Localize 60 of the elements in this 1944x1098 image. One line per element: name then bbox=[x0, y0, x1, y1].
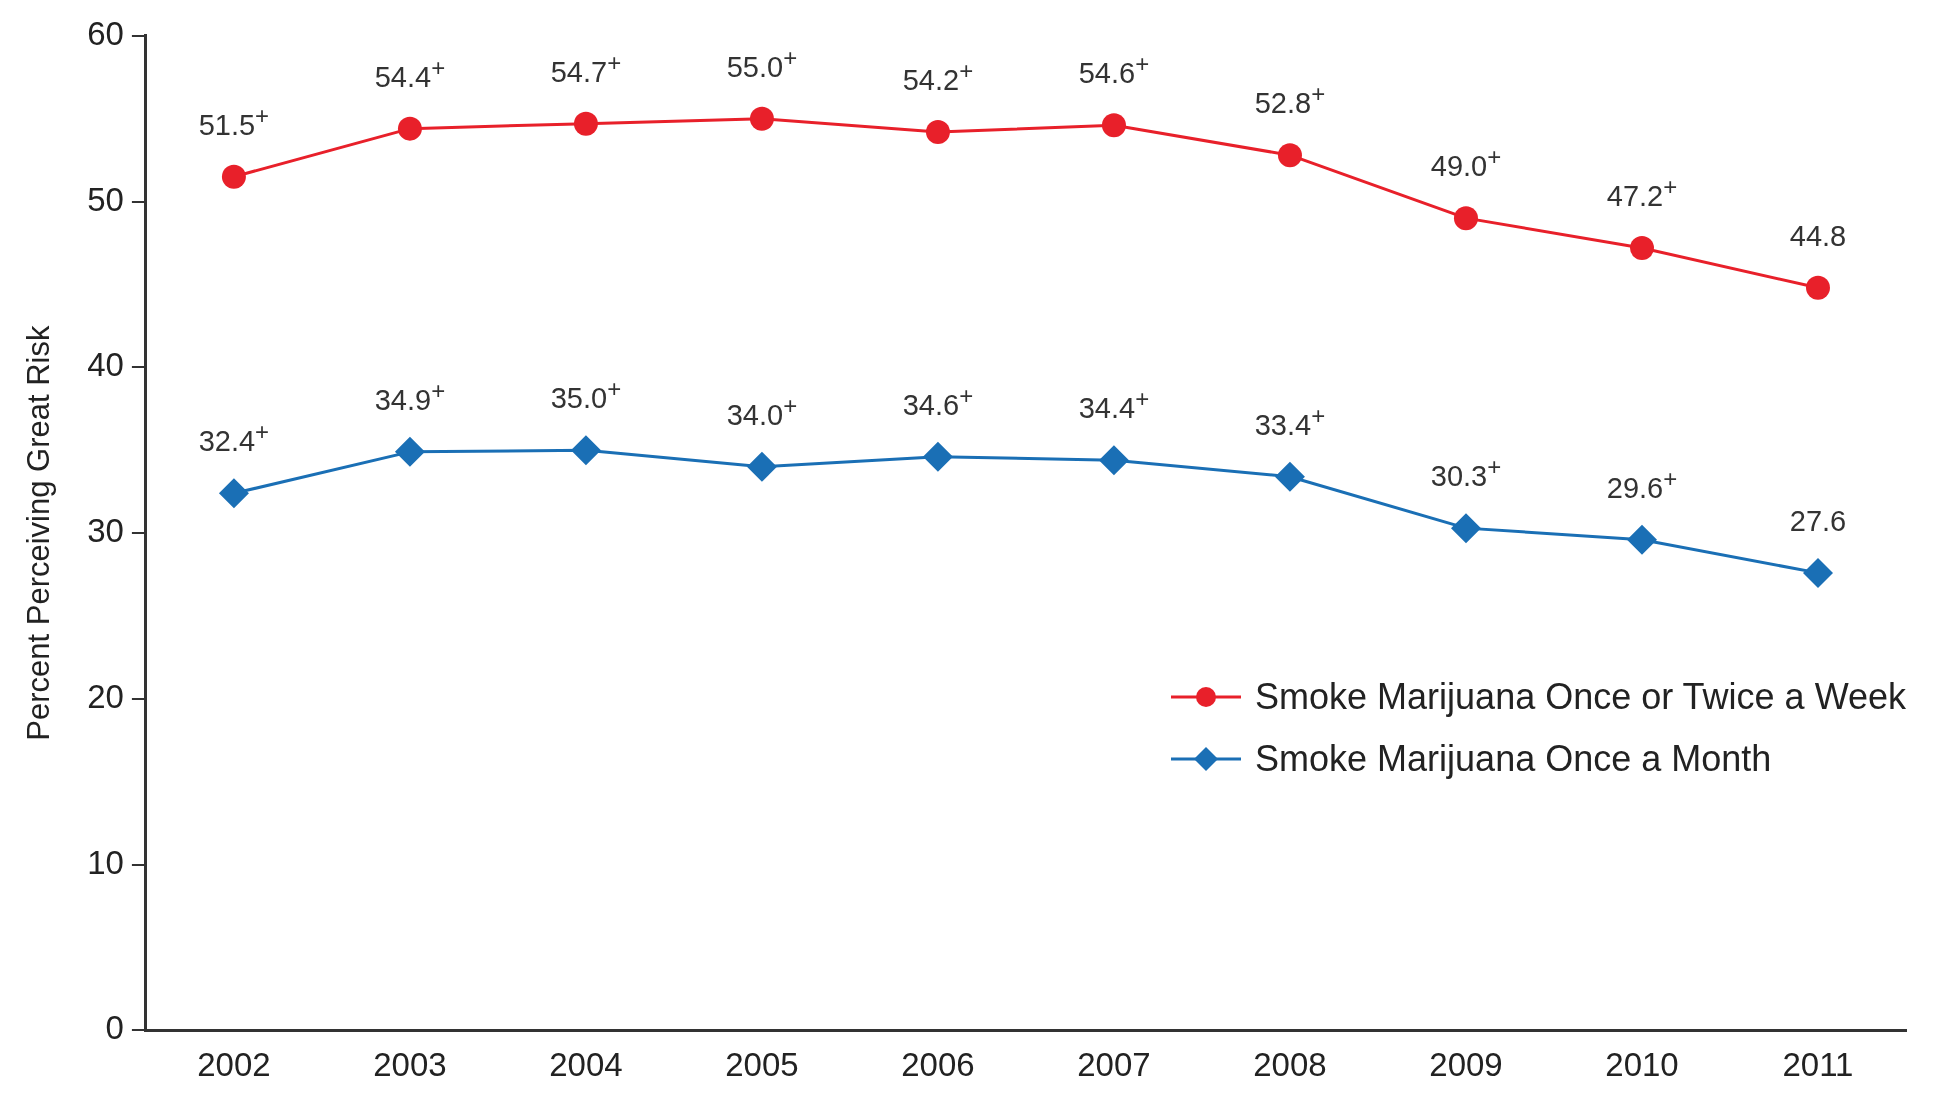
point bbox=[573, 111, 598, 136]
point bbox=[1101, 113, 1126, 138]
data-label: 30.3+ bbox=[1430, 453, 1502, 493]
point bbox=[1805, 275, 1830, 300]
data-label: 52.8+ bbox=[1254, 80, 1326, 120]
x-tick-label: 2007 bbox=[1077, 1046, 1151, 1084]
data-label: 34.4+ bbox=[1078, 385, 1150, 425]
x-tick-label: 2003 bbox=[373, 1046, 447, 1084]
data-label: 32.4+ bbox=[198, 418, 270, 458]
x-tick-label: 2004 bbox=[549, 1046, 623, 1084]
point bbox=[394, 436, 425, 467]
point bbox=[749, 106, 774, 131]
point bbox=[1453, 206, 1478, 231]
data-label: 35.0+ bbox=[550, 375, 622, 415]
y-tick-label: 40 bbox=[87, 346, 124, 384]
point bbox=[1803, 557, 1833, 588]
y-tick-label: 60 bbox=[87, 14, 124, 52]
data-label: 54.7+ bbox=[550, 48, 622, 88]
point bbox=[925, 119, 950, 144]
data-label: 34.6+ bbox=[902, 381, 974, 421]
data-label: 55.0+ bbox=[726, 43, 798, 83]
y-tick-label: 20 bbox=[87, 677, 124, 715]
point bbox=[570, 435, 601, 466]
legend-label: Smoke Marijuana Once or Twice a Week bbox=[1255, 676, 1906, 718]
point bbox=[221, 164, 246, 189]
point bbox=[1274, 461, 1305, 492]
data-label: 54.2+ bbox=[902, 56, 974, 96]
point bbox=[218, 478, 249, 509]
data-label: 34.9+ bbox=[374, 376, 446, 416]
data-label: 34.0+ bbox=[726, 391, 798, 431]
point bbox=[746, 451, 777, 482]
point bbox=[1277, 143, 1302, 168]
data-label: 49.0+ bbox=[1430, 143, 1502, 183]
point bbox=[1629, 235, 1654, 260]
point bbox=[1450, 513, 1481, 544]
point bbox=[1098, 445, 1129, 476]
data-label: 29.6+ bbox=[1606, 464, 1678, 504]
data-label: 51.5+ bbox=[198, 101, 270, 141]
data-label: 44.8 bbox=[1789, 219, 1847, 252]
y-tick-label: 0 bbox=[105, 1009, 124, 1047]
data-label: 54.6+ bbox=[1078, 50, 1150, 90]
x-tick-label: 2009 bbox=[1429, 1046, 1503, 1084]
y-tick-label: 50 bbox=[87, 180, 124, 218]
point bbox=[397, 116, 422, 141]
data-label: 47.2+ bbox=[1606, 172, 1678, 212]
point bbox=[922, 441, 953, 472]
point bbox=[1626, 524, 1657, 555]
y-axis-title: Percent Perceiving Great Risk bbox=[21, 324, 57, 741]
x-tick-label: 2011 bbox=[1782, 1046, 1854, 1084]
x-tick-label: 2008 bbox=[1253, 1046, 1327, 1084]
x-tick-label: 2005 bbox=[725, 1046, 799, 1084]
x-tick-label: 2010 bbox=[1605, 1046, 1679, 1084]
y-tick-label: 10 bbox=[87, 843, 124, 881]
data-label: 33.4+ bbox=[1254, 401, 1326, 441]
data-label: 27.6 bbox=[1789, 504, 1847, 537]
legend-label: Smoke Marijuana Once a Month bbox=[1255, 738, 1772, 780]
x-tick-label: 2006 bbox=[901, 1046, 975, 1084]
x-tick-label: 2002 bbox=[197, 1046, 271, 1084]
data-label: 54.4+ bbox=[374, 53, 446, 93]
y-tick-label: 30 bbox=[87, 512, 124, 550]
